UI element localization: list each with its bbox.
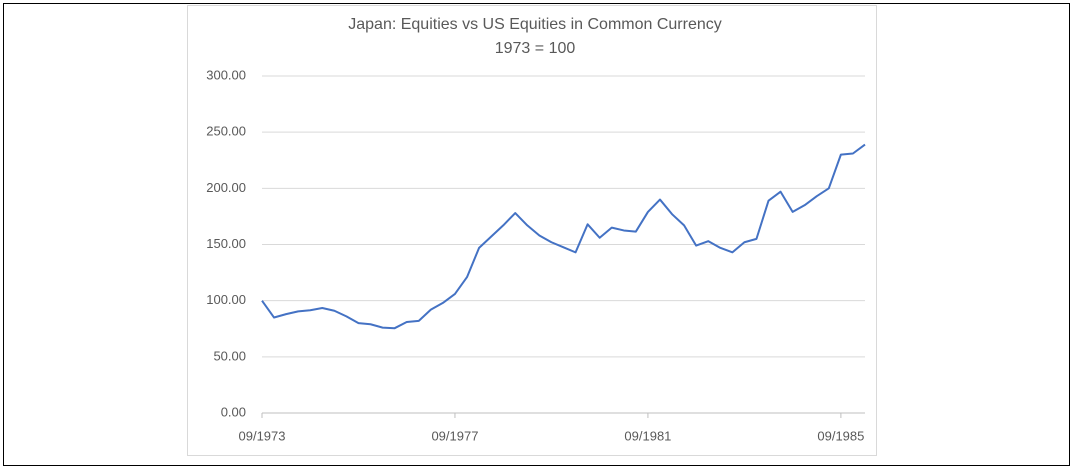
- chart-title: Japan: Equities vs US Equities in Common…: [348, 16, 722, 33]
- data-line: [261, 143, 866, 330]
- chart-border: [187, 5, 877, 456]
- y-tick-label: 200.00: [206, 180, 246, 195]
- x-tick-label: 09/1977: [431, 428, 478, 443]
- x-tick-label: 09/1985: [817, 428, 864, 443]
- y-tick-label: 0.00: [221, 404, 246, 419]
- chart-subtitle: 1973 = 100: [495, 40, 576, 57]
- y-tick-label: 250.00: [206, 124, 246, 139]
- y-tick-label: 100.00: [206, 292, 246, 307]
- y-tick-label: 50.00: [213, 348, 246, 363]
- x-tick-label: 09/1981: [624, 428, 671, 443]
- y-tick-label: 150.00: [206, 236, 246, 251]
- x-tick-label: 09/1973: [239, 428, 286, 443]
- outer-border: [3, 3, 1070, 466]
- y-tick-label: 300.00: [206, 67, 246, 82]
